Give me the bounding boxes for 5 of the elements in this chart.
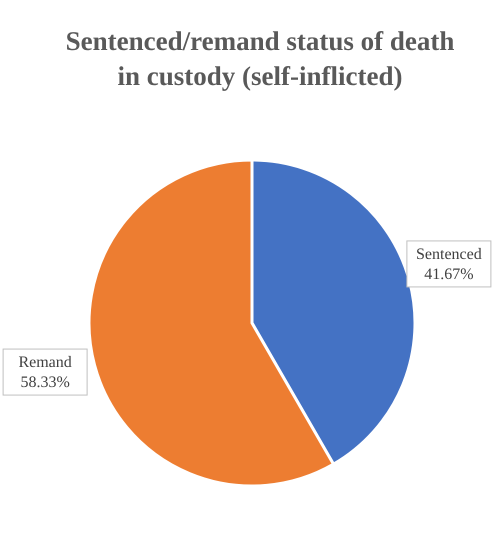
data-label: 41.67% [424, 266, 474, 283]
slice-label: Remand [18, 354, 72, 372]
data-label: 58.33% [20, 374, 70, 392]
chart-title: Sentenced/remand status of death in custody (self-inflicted) [64, 25, 456, 93]
slice-label: Sentenced [416, 246, 482, 263]
